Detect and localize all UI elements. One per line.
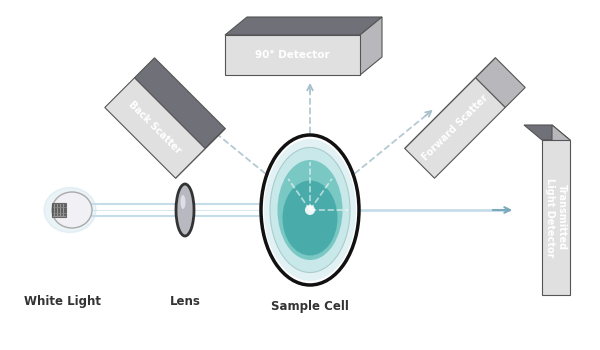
Polygon shape: [405, 78, 505, 178]
FancyBboxPatch shape: [52, 203, 66, 217]
Polygon shape: [225, 17, 382, 35]
Polygon shape: [552, 125, 570, 295]
Polygon shape: [476, 58, 525, 107]
Ellipse shape: [44, 188, 96, 232]
Text: Forward Scatter: Forward Scatter: [420, 93, 490, 163]
Ellipse shape: [270, 147, 350, 273]
Ellipse shape: [52, 192, 92, 228]
Text: Back Scatter: Back Scatter: [127, 100, 183, 156]
Polygon shape: [405, 58, 496, 148]
Ellipse shape: [283, 181, 337, 256]
Polygon shape: [176, 128, 225, 178]
Polygon shape: [225, 35, 360, 75]
Text: White Light: White Light: [23, 295, 101, 308]
Ellipse shape: [261, 135, 359, 285]
Polygon shape: [105, 78, 205, 178]
Polygon shape: [134, 58, 225, 148]
Text: Transmitted
Light Detector: Transmitted Light Detector: [545, 178, 567, 257]
Ellipse shape: [181, 195, 185, 209]
Circle shape: [305, 205, 315, 215]
Polygon shape: [360, 17, 382, 75]
Ellipse shape: [176, 184, 194, 236]
Polygon shape: [524, 125, 570, 140]
Polygon shape: [542, 140, 570, 295]
Text: 90° Detector: 90° Detector: [255, 50, 330, 60]
Text: Lens: Lens: [170, 295, 200, 308]
Ellipse shape: [264, 139, 356, 281]
Text: Sample Cell: Sample Cell: [271, 300, 349, 313]
Ellipse shape: [277, 160, 343, 260]
